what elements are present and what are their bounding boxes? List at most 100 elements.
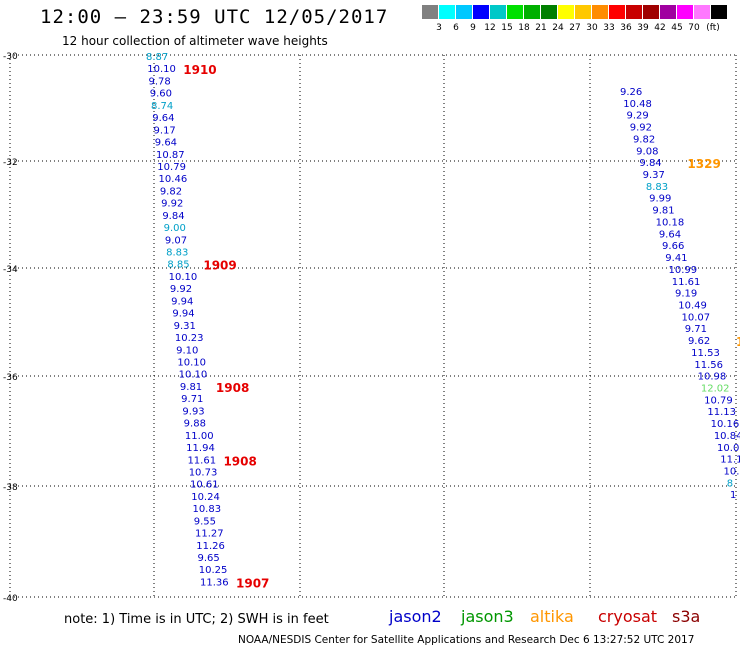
legend-swatch [473, 5, 489, 19]
wave-height-value: 10.73 [189, 467, 218, 478]
time-label: 1329 [687, 157, 720, 171]
wave-height-value: 8.83 [166, 248, 188, 259]
lat-label: -36 [3, 373, 18, 383]
wave-height-value: 9.60 [150, 89, 172, 100]
wave-height-value: 12.02 [701, 384, 730, 395]
wave-height-value: 9.84 [639, 158, 661, 169]
legend-swatch [660, 5, 676, 19]
wave-height-value: 8.83 [646, 182, 668, 193]
lat-label: -32 [3, 158, 18, 168]
wave-height-value: 10.49 [678, 300, 707, 311]
wave-height-value: 9.92 [630, 123, 652, 134]
wave-height-value: 9.66 [662, 241, 684, 252]
time-label: 13 [736, 335, 740, 349]
legend-swatch [609, 5, 625, 19]
wave-height-value: 9.64 [155, 138, 177, 149]
satellite-jason2: jason2 [389, 607, 442, 626]
legend-label: 45 [671, 23, 683, 33]
wave-height-value: 11.13 [707, 407, 736, 418]
wave-height-value: 9.07 [165, 235, 187, 246]
legend-units: (ft) [706, 23, 720, 33]
wave-height-value: 9.17 [154, 125, 176, 136]
wave-height-value: 11.1 [720, 455, 740, 466]
note-text: note: 1) Time is in UTC; 2) SWH is in fe… [64, 612, 329, 627]
satellite-s3a: s3a [672, 607, 701, 626]
map-title: 12:00 – 23:59 UTC 12/05/2017 [40, 6, 389, 28]
wave-height-value: 9.65 [197, 553, 219, 564]
wave-height-value: 9.19 [675, 289, 697, 300]
footer-credit: NOAA/NESDIS Center for Satellite Applica… [238, 634, 695, 646]
wave-height-value: 9.81 [180, 382, 202, 393]
wave-height-value: 9.92 [161, 199, 183, 210]
legend-swatch [490, 5, 506, 19]
legend-label: 27 [569, 23, 581, 33]
wave-height-value: 9.37 [643, 170, 665, 181]
wave-height-value: 10. [724, 467, 740, 478]
legend-swatch [643, 5, 659, 19]
wave-height-value: 9.84 [162, 211, 184, 222]
legend-label: 18 [518, 23, 530, 33]
legend-swatch [456, 5, 472, 19]
wave-height-value: 8.85 [167, 260, 189, 271]
wave-height-value: 9.94 [172, 309, 194, 320]
wave-height-value: 9.78 [149, 76, 171, 87]
wave-height-value: 8.87 [146, 52, 168, 63]
wave-height-value: 10.83 [192, 504, 221, 515]
wave-height-value: 11.61 [672, 277, 701, 288]
legend-swatch [592, 5, 608, 19]
wave-height-value: 10.79 [704, 395, 733, 406]
legend-swatch [575, 5, 591, 19]
legend-label: 24 [552, 23, 564, 33]
wave-height-value: 10.16 [711, 419, 740, 430]
wave-height-value: 9.64 [659, 229, 681, 240]
satellite-altika: altika [530, 607, 574, 626]
wave-height-value: 8 [727, 478, 733, 489]
time-label: 1910 [183, 63, 216, 77]
wave-height-value: 10.46 [159, 174, 188, 185]
legend-label: 21 [535, 23, 547, 33]
legend-swatch [558, 5, 574, 19]
legend-swatch [524, 5, 540, 19]
wave-height-value: 9.71 [685, 324, 707, 335]
time-label: 1908 [223, 454, 256, 468]
legend-label: 36 [620, 23, 632, 33]
lat-label: -38 [3, 483, 18, 493]
wave-height-value: 11.00 [185, 431, 214, 442]
wave-height-value: 10.48 [623, 99, 652, 110]
wave-height-value: 10.24 [191, 492, 220, 503]
lat-label: -34 [3, 265, 18, 275]
wave-height-value: 10.10 [179, 370, 208, 381]
wave-height-value: 11.94 [186, 443, 215, 454]
wave-height-value: 1 [730, 490, 736, 501]
wave-height-value: 10.84 [714, 431, 740, 442]
legend-swatch [677, 5, 693, 19]
satellite-jason3: jason3 [461, 607, 514, 626]
time-label: 1907 [236, 576, 269, 590]
wave-height-value: 10.98 [698, 372, 727, 383]
lat-label: -30 [3, 52, 18, 62]
legend-label: 6 [453, 23, 459, 33]
legend-swatch [626, 5, 642, 19]
wave-height-value: 11.53 [691, 348, 720, 359]
satellite-cryosat: cryosat [598, 607, 658, 626]
legend-label: 42 [654, 23, 666, 33]
legend-label: 30 [586, 23, 598, 33]
wave-height-value: 9.26 [620, 87, 642, 98]
legend-label: 15 [501, 23, 513, 33]
wave-height-value: 9.81 [652, 206, 674, 217]
wave-height-value: 9.41 [665, 253, 687, 264]
wave-height-value: 9.00 [164, 223, 186, 234]
wave-height-value: 10.10 [147, 64, 176, 75]
wave-height-value: 10.87 [156, 150, 185, 161]
wave-height-value: 9.92 [170, 284, 192, 295]
wave-height-value: 9.10 [176, 345, 198, 356]
legend-label: 39 [637, 23, 649, 33]
wave-height-value: 9.94 [171, 296, 193, 307]
legend-swatch [694, 5, 710, 19]
legend-label: 33 [603, 23, 615, 33]
wave-height-value: 10.18 [656, 217, 685, 228]
wave-height-value: 11.36 [200, 577, 229, 588]
time-label: 1909 [203, 259, 236, 273]
wave-height-value: 10.61 [190, 480, 219, 491]
lat-label: -40 [3, 594, 18, 604]
